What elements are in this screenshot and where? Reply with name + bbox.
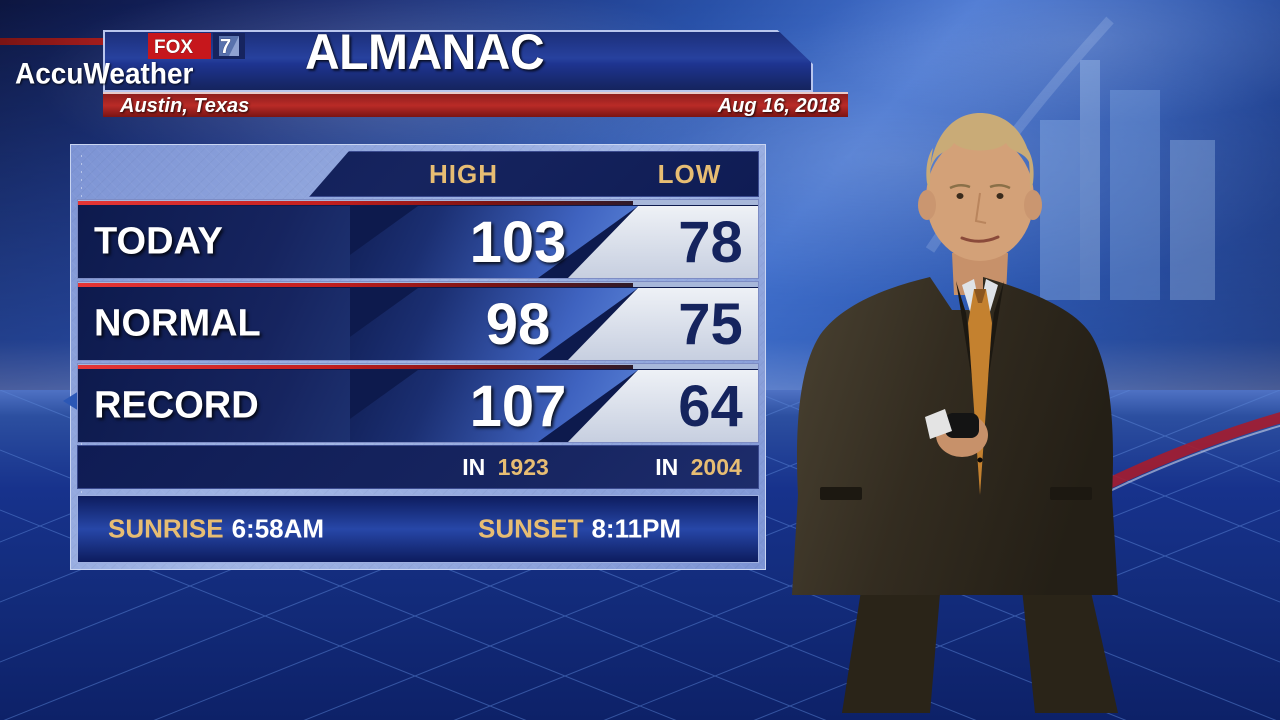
svg-text:7: 7 xyxy=(220,36,231,58)
svg-text:FOX: FOX xyxy=(154,37,193,58)
